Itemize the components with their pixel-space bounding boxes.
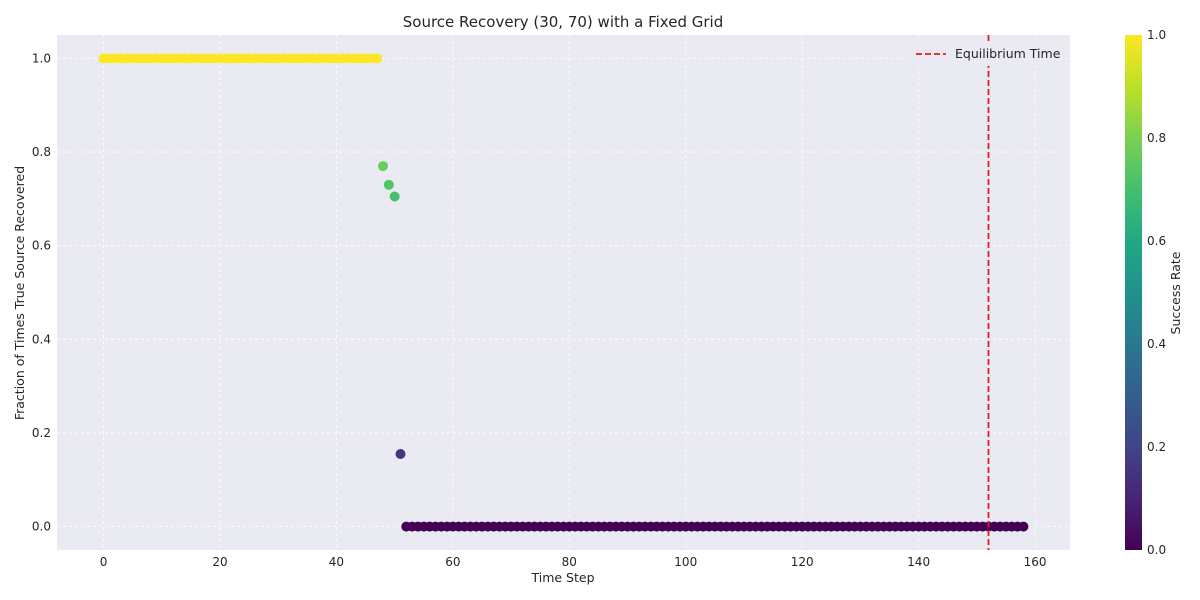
- y-axis-ticks: 0.0 0.2 0.4 0.6 0.8 1.0: [32, 51, 51, 533]
- chart-title: Source Recovery (30, 70) with a Fixed Gr…: [403, 13, 723, 31]
- x-tick-label: 120: [791, 555, 814, 569]
- colorbar-tick-label: 0.6: [1147, 234, 1166, 248]
- x-axis-label: Time Step: [530, 570, 594, 585]
- y-axis-label: Fraction of Times True Source Recovered: [12, 166, 27, 420]
- colorbar-ticks: 0.0 0.2 0.4 0.6 0.8 1.0: [1147, 28, 1166, 557]
- x-tick-label: 20: [212, 555, 227, 569]
- x-tick-label: 60: [445, 555, 460, 569]
- colorbar-tick-label: 0.8: [1147, 131, 1166, 145]
- x-axis-ticks: 0 20 40 60 80 100 120 140 160: [100, 555, 1047, 569]
- x-tick-label: 80: [562, 555, 577, 569]
- data-point: [378, 161, 389, 172]
- data-point: [389, 191, 400, 202]
- x-tick-label: 0: [100, 555, 108, 569]
- colorbar-label: Success Rate: [1168, 251, 1183, 334]
- y-tick-label: 0.6: [32, 239, 51, 253]
- colorbar: [1125, 35, 1142, 550]
- x-tick-label: 40: [329, 555, 344, 569]
- x-tick-label: 140: [907, 555, 930, 569]
- x-tick-label: 100: [674, 555, 697, 569]
- colorbar-tick-label: 0.2: [1147, 440, 1166, 454]
- legend: Equilibrium Time: [904, 42, 1064, 66]
- data-point: [383, 179, 394, 190]
- grid: [57, 35, 1070, 550]
- colorbar-tick-label: 0.4: [1147, 337, 1166, 351]
- y-tick-label: 0.8: [32, 145, 51, 159]
- data-point: [1018, 521, 1029, 532]
- data-point: [395, 449, 406, 460]
- y-tick-label: 1.0: [32, 51, 51, 65]
- x-tick-label: 160: [1024, 555, 1047, 569]
- legend-label: Equilibrium Time: [955, 46, 1061, 61]
- data-points: [98, 53, 1029, 532]
- y-tick-label: 0.0: [32, 520, 51, 534]
- colorbar-tick-label: 0.0: [1147, 543, 1166, 557]
- data-point: [372, 53, 383, 64]
- y-tick-label: 0.4: [32, 332, 51, 346]
- colorbar-tick-label: 1.0: [1147, 28, 1166, 42]
- plot-area: [57, 35, 1070, 550]
- y-tick-label: 0.2: [32, 426, 51, 440]
